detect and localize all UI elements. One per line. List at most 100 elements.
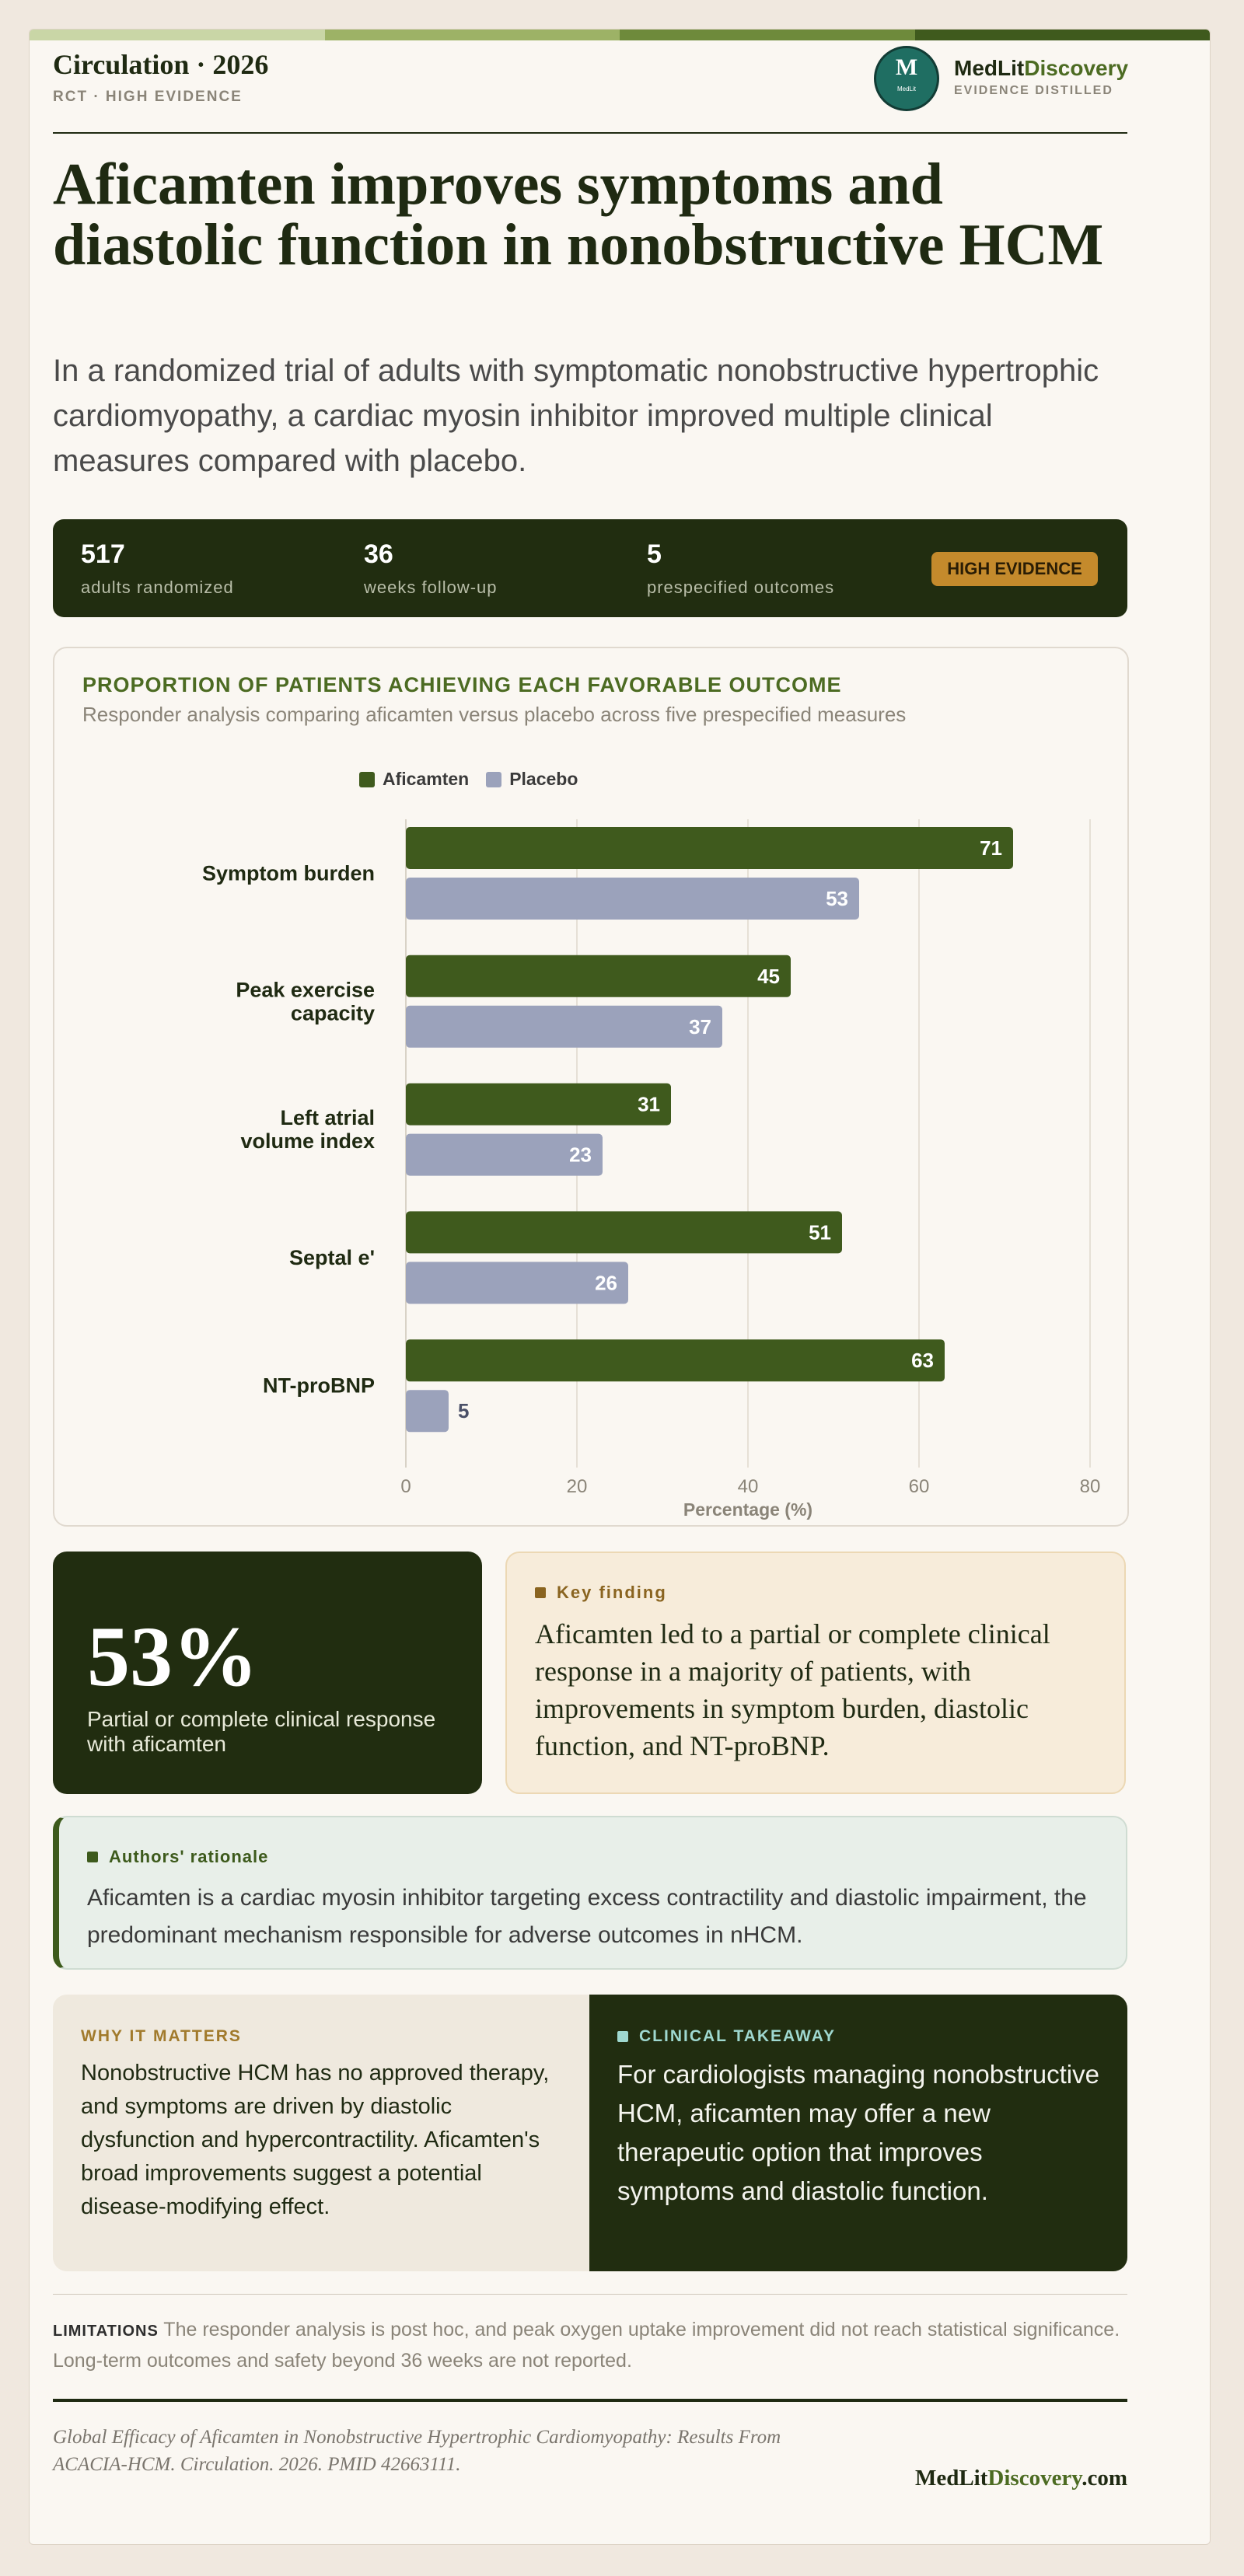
bar-placebo [406,1262,628,1304]
bar-aficamten [406,955,791,997]
chart-legend: Aficamten Placebo [359,769,578,790]
stat-value: 5 [647,539,662,569]
bar-value-label: 45 [757,965,780,988]
header-divider [53,132,1127,134]
brand-name-part1: MedLit [954,56,1025,80]
x-tick-label: 0 [400,1476,411,1497]
top-color-strip [30,30,1210,40]
strip-segment-4 [914,30,1210,40]
bar-value-label: 31 [638,1093,660,1116]
stat-value: 36 [364,539,393,569]
bar-placebo [406,1390,449,1433]
brand-tagline: EVIDENCE DISTILLED [954,84,1113,97]
bar-aficamten [406,1211,842,1254]
x-tick-label: 80 [1080,1476,1101,1497]
chart-panel: PROPORTION OF PATIENTS ACHIEVING EACH FA… [53,647,1129,1527]
x-tick-label: 60 [909,1476,930,1497]
site-part2: Discovery [987,2466,1082,2490]
bar-chart: 0 20 40 60 80 Percentage (%) Symptom burden 71 5… [202,819,1101,1520]
big-stat-panel: 53% Partial or complete clinical respons… [53,1552,482,1794]
bar-value-label: 53 [826,887,848,910]
stat-label: prespecified outcomes [647,578,835,597]
bar-aficamten [406,1083,671,1126]
headline: Aficamten improves symptoms and diastoli… [53,152,1104,277]
bar-value-label: 23 [569,1143,592,1167]
clinical-takeaway-panel: CLINICAL TAKEAWAY For cardiologists mana… [589,1995,1127,2271]
bar-value-label: 51 [809,1220,831,1244]
stat-outcomes: 5 prespecified outcomes [647,539,834,598]
logo-wordmark: MedLit [896,86,916,92]
chart-title: PROPORTION OF PATIENTS ACHIEVING EACH FA… [82,673,842,696]
x-axis-label: Percentage (%) [683,1499,812,1520]
limitations-divider [53,2294,1127,2295]
brand-logo[interactable]: M MedLit [874,46,939,111]
strip-segment-3 [620,30,915,40]
stat-label: adults randomized [81,578,234,597]
category-label: Peak exercise capacity [236,978,375,1024]
limitations: LIMITATIONS The responder analysis is po… [53,2315,1127,2375]
rationale-heading: Authors' rationale [87,1847,268,1867]
key-finding-heading: Key finding [535,1583,667,1603]
site-link[interactable]: MedLitDiscovery.com [879,2466,1127,2491]
site-part1: MedLit [914,2466,988,2490]
footer-divider [53,2399,1127,2402]
rationale-label: Authors' rationale [109,1847,269,1866]
stat-value: 517 [81,539,125,569]
clinical-takeaway-label: CLINICAL TAKEAWAY [639,2027,836,2045]
logo-letter: M [895,54,918,80]
x-tick-label: 20 [567,1476,588,1497]
bar-value-label: 37 [689,1015,711,1038]
study-label: RCT · HIGH EVIDENCE [53,89,243,105]
brand-name-part2: Discovery [1024,56,1129,80]
legend-swatch-aficamten [359,771,375,787]
key-finding-label: Key finding [557,1583,667,1602]
big-stat-value: 53% [87,1609,258,1704]
category-label: Symptom burden [202,862,375,885]
stat-label: weeks follow-up [364,578,498,597]
bar-placebo [406,1133,603,1176]
journal-name: Circulation · 2026 [53,49,269,80]
evidence-badge: HIGH EVIDENCE [931,552,1098,586]
key-finding-text: Aficamten led to a partial or complete c… [535,1618,1050,1761]
strip-segment-2 [324,30,620,40]
bar-aficamten [406,1339,945,1382]
bar-placebo [406,878,859,920]
authors-rationale-panel: Authors' rationale Aficamten is a cardia… [53,1816,1127,1970]
bar-value-label: 71 [980,836,1002,860]
stat-followup: 36 weeks follow-up [364,539,498,598]
bar-value-label: 26 [595,1271,617,1294]
brand-name[interactable]: MedLitDiscovery [954,56,1128,81]
bar-aficamten [406,827,1013,869]
square-bullet-icon [617,2031,628,2042]
why-it-matters-panel: WHY IT MATTERS Nonobstructive HCM has no… [53,1995,589,2271]
category-label: Septal e' [289,1246,375,1269]
limitations-text: The responder analysis is post hoc, and … [53,2319,1120,2372]
legend-swatch-placebo [486,771,502,787]
stat-randomized: 517 adults randomized [81,539,234,598]
why-it-matters-text: Nonobstructive HCM has no approved thera… [81,2061,550,2219]
strip-segment-1 [30,30,325,40]
bar-placebo [406,1005,722,1048]
chart-subtitle: Responder analysis comparing aficamten v… [82,703,907,726]
legend-label-placebo: Placebo [509,769,578,789]
square-bullet-icon [535,1587,546,1598]
legend-label-aficamten: Aficamten [383,769,470,789]
clinical-takeaway-heading: CLINICAL TAKEAWAY [617,2027,836,2046]
lede: In a randomized trial of adults with sym… [53,354,1099,478]
big-stat-caption: Partial or complete clinical response wi… [87,1707,436,1756]
square-bullet-icon [87,1852,98,1862]
clinical-takeaway-text: For cardiologists managing nonobstructiv… [617,2060,1099,2205]
category-label: Left atrial volume index [240,1106,375,1153]
why-it-matters-label: WHY IT MATTERS [81,2027,242,2045]
rationale-text: Aficamten is a cardiac myosin inhibitor … [87,1885,1087,1948]
two-column-section: WHY IT MATTERS Nonobstructive HCM has no… [53,1995,1127,2271]
bar-value-label: 63 [911,1349,934,1372]
limitations-label: LIMITATIONS [53,2323,159,2340]
category-label: NT-proBNP [263,1374,375,1398]
x-tick-label: 40 [738,1476,759,1497]
site-part3: .com [1082,2466,1127,2490]
bar-value-label: 5 [458,1399,469,1422]
key-finding-panel: Key finding Aficamten led to a partial o… [505,1552,1126,1794]
stats-bar: 517 adults randomized 36 weeks follow-up… [53,519,1127,617]
citation: Global Efficacy of Aficamten in Nonobstr… [53,2427,781,2475]
